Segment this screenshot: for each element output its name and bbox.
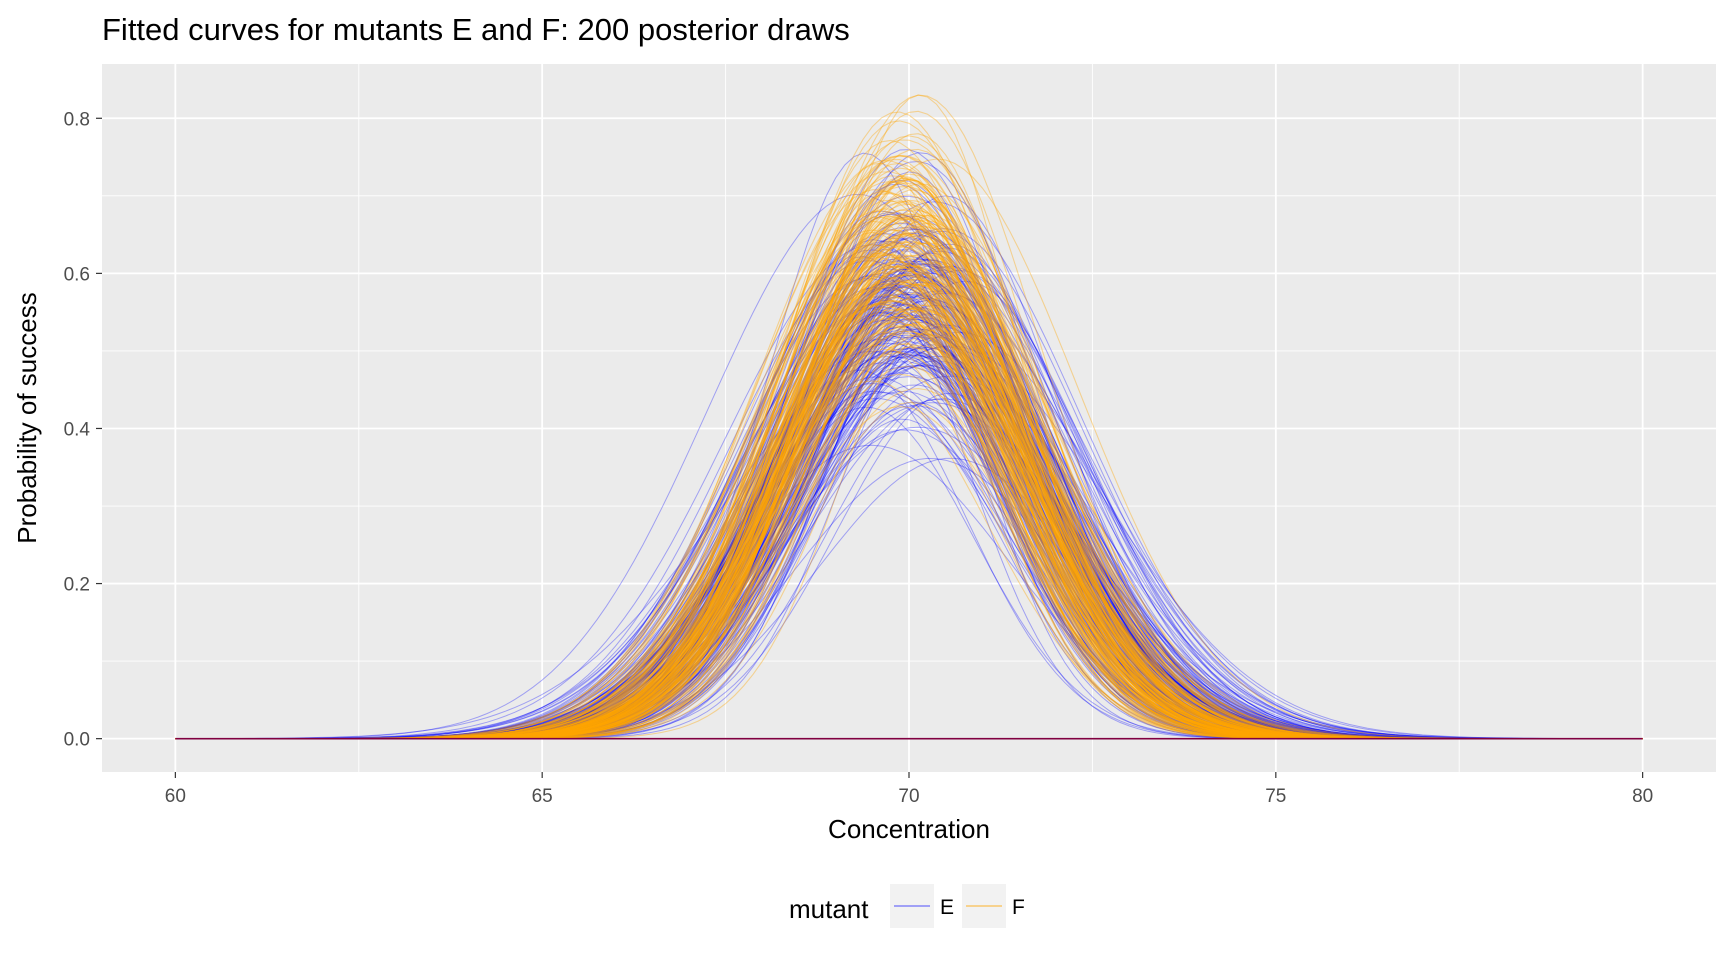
y-tick-label: 0.2	[64, 575, 90, 596]
y-tick-label: 0.4	[64, 419, 91, 440]
series-e-curve	[175, 244, 1643, 740]
y-axis-title: Probability of success	[12, 292, 42, 543]
series-e-curve	[175, 334, 1643, 740]
series-e-curve	[175, 314, 1643, 740]
series-e-curve	[175, 255, 1643, 740]
series-e-curve	[175, 201, 1643, 740]
series-e-curve	[175, 293, 1643, 740]
series-e-curve	[175, 195, 1643, 740]
x-tick-label: 75	[1265, 786, 1286, 807]
x-tick-label: 65	[532, 786, 553, 807]
y-axis: 0.0 0.2 0.4 0.6 0.8	[64, 109, 102, 751]
series-e-curve	[175, 290, 1643, 740]
x-tick-label: 80	[1632, 786, 1653, 807]
series-e-curve	[175, 315, 1643, 740]
x-axis-title: Concentration	[828, 814, 990, 844]
legend: mutant E F	[789, 884, 1025, 928]
series-e-curve	[175, 284, 1643, 740]
chart-title: Fitted curves for mutants E and F: 200 p…	[102, 12, 850, 47]
series-e-curve	[175, 228, 1643, 740]
series-e-curve	[175, 350, 1643, 740]
y-tick-label: 0.8	[64, 109, 90, 130]
legend-title: mutant	[789, 894, 869, 924]
series-e-curve	[175, 345, 1643, 740]
x-tick-label: 60	[165, 786, 186, 807]
series-e-curve	[175, 303, 1643, 740]
series-e-curve	[175, 355, 1643, 740]
legend-label-e: E	[940, 896, 954, 919]
series-e-curve	[175, 237, 1643, 740]
series-e-curve	[175, 232, 1643, 740]
series-f-curve	[175, 186, 1643, 740]
series-e-curve	[175, 259, 1643, 740]
series-e-curve	[175, 283, 1643, 740]
x-axis: 60 65 70 75 80	[165, 772, 1653, 807]
legend-key-e-bg	[890, 884, 934, 928]
series-e-curve	[175, 316, 1643, 740]
x-tick-label: 70	[898, 786, 919, 807]
series-e-curve	[175, 227, 1643, 740]
y-tick-label: 0.0	[64, 730, 90, 751]
y-tick-label: 0.6	[64, 264, 90, 285]
legend-label-f: F	[1012, 896, 1025, 919]
